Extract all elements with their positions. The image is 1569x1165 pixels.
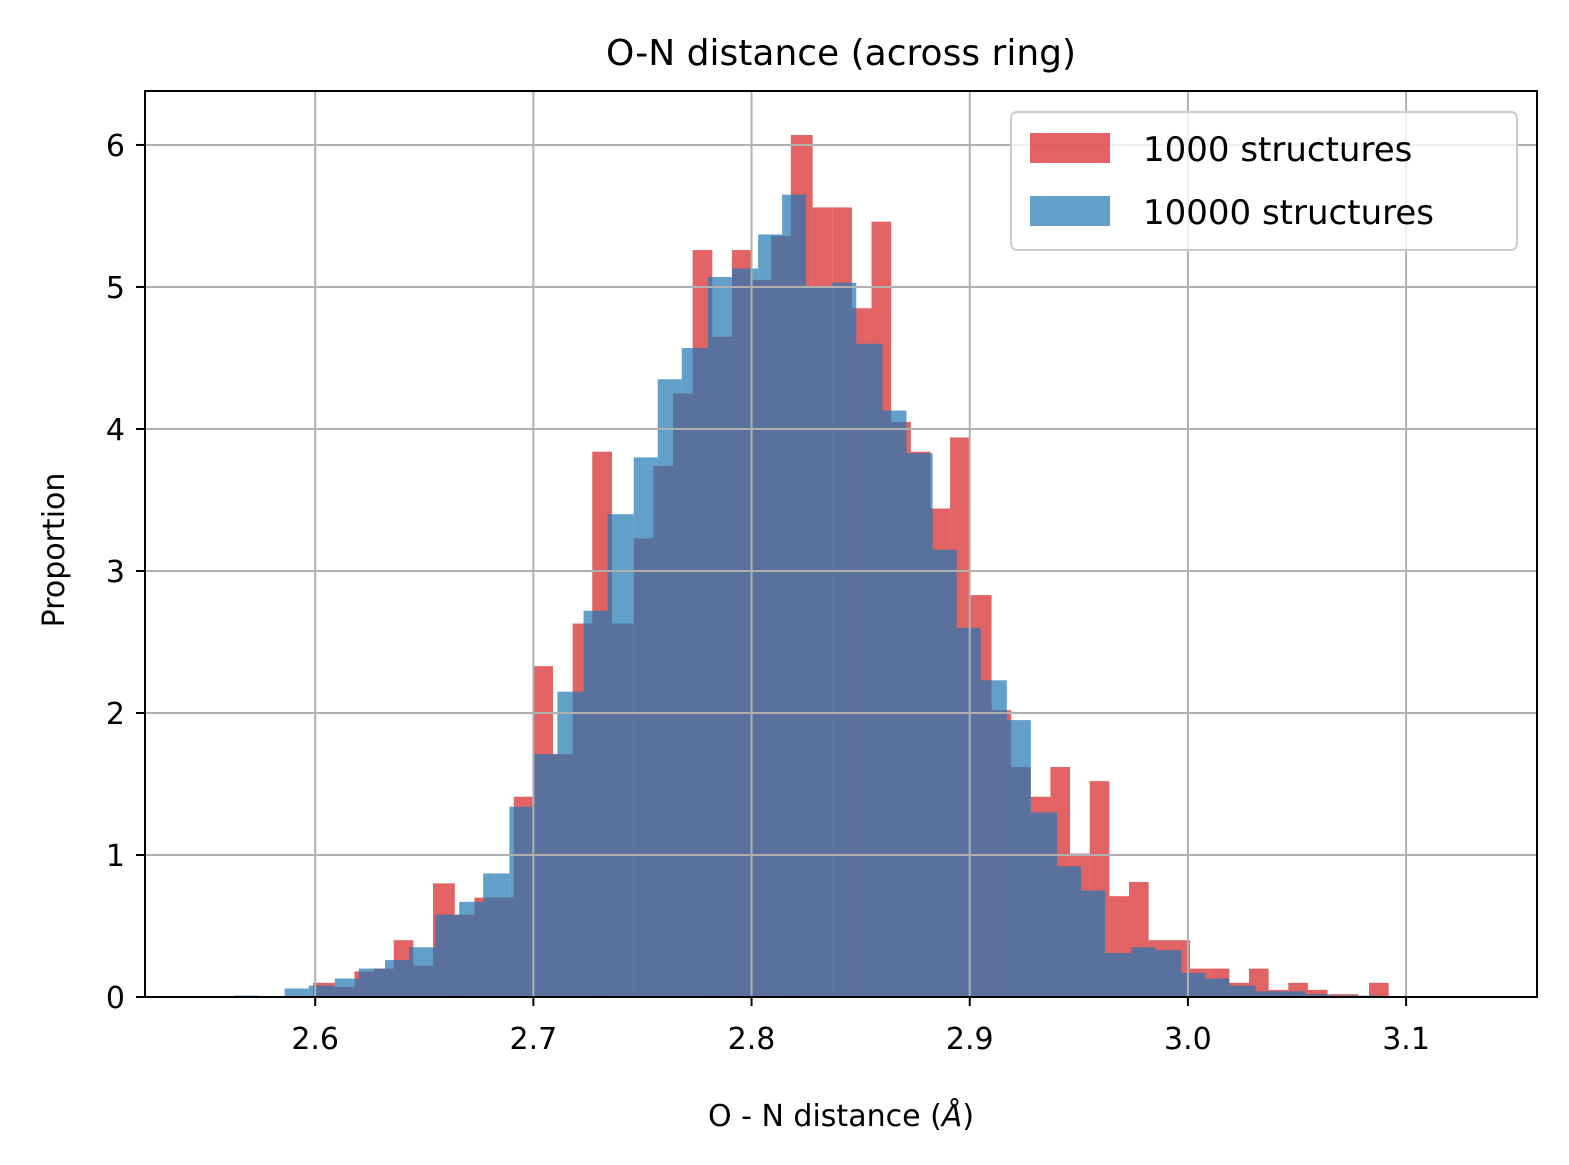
bar xyxy=(284,988,309,997)
bar xyxy=(483,873,510,997)
chart-title: O-N distance (across ring) xyxy=(606,33,1076,74)
bar xyxy=(906,453,933,997)
bar xyxy=(731,268,759,997)
y-axis-label: Proportion xyxy=(37,473,72,628)
axis-ticks: 2.6 2.7 2.8 2.9 3.0 3.1 0 1 2 3 4 5 6 xyxy=(106,129,1430,1057)
x-axis-label: O - N distance (Å) xyxy=(708,1098,974,1134)
x-tick-label: 3.0 xyxy=(1164,1022,1212,1057)
legend-label-10000-structures: 10000 structures xyxy=(1143,193,1434,233)
bar xyxy=(633,457,658,997)
bar xyxy=(980,680,1007,997)
legend: 1000 structures 10000 structures xyxy=(1010,111,1518,251)
bar xyxy=(533,754,558,997)
bar xyxy=(1329,994,1359,997)
series-10000-structures xyxy=(234,194,1479,998)
x-axis-label-text: O - N distance ( xyxy=(708,1099,942,1134)
x-tick-label: 2.8 xyxy=(728,1022,776,1057)
bar xyxy=(832,282,857,998)
bar xyxy=(1006,720,1031,997)
legend-swatch-1000-structures xyxy=(1030,133,1110,163)
x-tick-label: 2.6 xyxy=(291,1022,339,1057)
x-tick-label: 2.9 xyxy=(946,1022,994,1057)
bar xyxy=(1105,952,1132,997)
bar xyxy=(806,286,833,998)
bar xyxy=(758,234,783,997)
y-tick-label: 3 xyxy=(106,555,125,590)
bar xyxy=(459,901,484,997)
y-tick-label: 4 xyxy=(106,413,125,448)
bar xyxy=(409,947,436,997)
bar xyxy=(856,343,883,997)
y-tick-label: 6 xyxy=(106,129,125,164)
bar xyxy=(557,691,584,997)
bar xyxy=(882,410,907,997)
grid-lines xyxy=(145,91,1537,998)
bar xyxy=(1205,978,1230,997)
y-tick-label: 5 xyxy=(106,271,125,306)
x-tick-label: 2.7 xyxy=(510,1022,558,1057)
bar xyxy=(509,806,534,997)
plot-frame xyxy=(144,90,1538,998)
legend-box xyxy=(1010,111,1518,251)
bar xyxy=(1255,991,1280,997)
y-tick-label: 0 xyxy=(106,981,125,1016)
bar xyxy=(1030,812,1057,997)
bar xyxy=(1305,994,1330,997)
bar xyxy=(1131,947,1156,997)
y-tick-label: 2 xyxy=(106,697,125,732)
bar xyxy=(334,978,359,997)
bar xyxy=(1229,985,1256,997)
y-tick-label: 1 xyxy=(106,839,125,874)
bar xyxy=(358,968,385,997)
bar xyxy=(1155,950,1182,997)
bar xyxy=(607,514,634,997)
bar xyxy=(435,914,460,997)
x-axis-label-close: ) xyxy=(962,1099,974,1134)
bar xyxy=(956,627,981,997)
bar xyxy=(782,194,807,997)
legend-label-1000-structures: 1000 structures xyxy=(1143,130,1412,170)
bar xyxy=(1279,991,1306,997)
bar xyxy=(1181,972,1206,997)
bar xyxy=(657,379,682,997)
bar xyxy=(1369,982,1389,997)
bar xyxy=(932,549,957,997)
bars-layer xyxy=(234,135,1479,998)
x-axis-label-unit: Å xyxy=(940,1098,963,1134)
x-tick-label: 3.1 xyxy=(1382,1022,1430,1057)
legend-swatch-10000-structures xyxy=(1030,196,1110,226)
bar xyxy=(1307,989,1328,997)
bar xyxy=(681,348,708,997)
bar xyxy=(707,277,732,997)
bar xyxy=(1057,866,1081,997)
bar xyxy=(308,985,335,997)
bar xyxy=(385,960,409,997)
bar xyxy=(1081,890,1105,997)
bar xyxy=(583,610,608,997)
